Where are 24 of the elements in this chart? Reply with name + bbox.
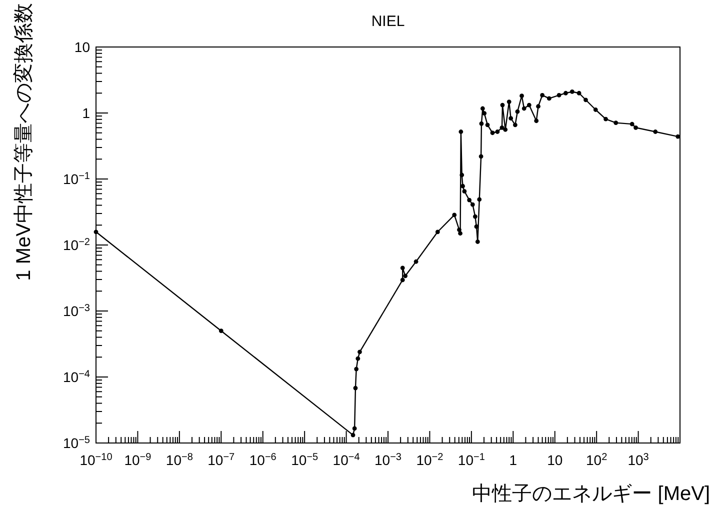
y-tick-label: 10 [74,39,90,55]
x-tick-label: 10$^{−9}$ [124,452,152,468]
x-tick-label: 10$^{−6}$ [249,452,277,468]
y-tick-label: 1 [82,105,90,121]
y-tick-label: 10$^{−3}$ [63,302,90,319]
x-tick-label: 10$^{−3}$ [374,452,402,468]
x-tick-label: 10$^{−2}$ [416,452,444,468]
x-tick-label: 10$^{−4}$ [332,452,360,468]
x-axis-title: 中性子のエネルギー [MeV] [472,483,710,505]
y-tick-label: 10$^{−2}$ [63,236,90,253]
x-tick-label: 1 [509,452,518,468]
y-tick-label: 10$^{−1}$ [63,170,90,187]
x-tick-label: 10$^{−10}$ [80,452,113,468]
x-tick-label: 10 [547,452,563,468]
x-tick-label: 10$^{−7}$ [208,452,236,468]
y-tick-label: 10$^{−4}$ [63,368,90,385]
x-tick-label: 10$^{2}$ [586,452,608,468]
y-axis-title: 1 MeV中性子等量への変換係数 [12,3,35,281]
y-tick-label: 10$^{−5}$ [63,434,90,451]
chart-title: NIEL [371,13,405,30]
x-tick-label: 10$^{−5}$ [291,452,318,468]
x-tick-label: 10$^{3}$ [628,452,650,468]
x-tick-label: 10$^{−8}$ [166,452,194,468]
x-tick-label: 10$^{−1}$ [458,452,486,468]
